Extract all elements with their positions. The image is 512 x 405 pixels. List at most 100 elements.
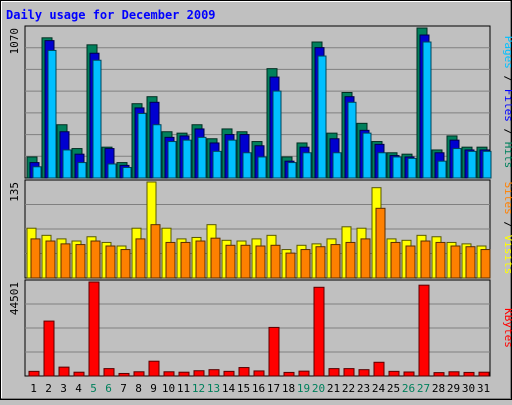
bar-sites-day-22 xyxy=(345,241,356,279)
bar-pages-day-14 xyxy=(227,139,237,179)
x-tick-label: 14 xyxy=(222,382,236,395)
bar-kbytes-day-15 xyxy=(238,367,250,377)
bar-sites-day-28 xyxy=(435,241,446,279)
bar-kbytes-day-12 xyxy=(193,370,205,377)
series-axis-label-part: Files xyxy=(502,89,512,122)
bar-pages-day-16 xyxy=(257,156,267,179)
series-axis-label-part: Sites xyxy=(502,182,512,215)
y-max-label: 44501 xyxy=(8,282,21,315)
bar-kbytes-day-14 xyxy=(223,370,235,377)
bar-pages-day-1 xyxy=(32,166,42,179)
bar-sites-day-19 xyxy=(300,249,311,279)
bar-kbytes-day-3 xyxy=(58,366,70,377)
bar-kbytes-day-28 xyxy=(433,372,445,377)
x-tick-label: 7 xyxy=(120,382,127,395)
chart-panels: 1070 Pages / Files / Hits 135 Sites / Visit… xyxy=(8,25,512,377)
x-tick-label: 10 xyxy=(162,382,175,395)
bar-pages-day-29 xyxy=(452,148,462,179)
bar-kbytes-day-23 xyxy=(358,369,370,377)
bar-pages-day-28 xyxy=(437,160,447,179)
series-axis-label-separator: / xyxy=(502,215,512,235)
bar-sites-day-24 xyxy=(375,207,386,279)
bar-kbytes-day-10 xyxy=(163,371,175,377)
series-axis-label: Pages / Files / Hits xyxy=(502,36,512,169)
bar-pages-day-9 xyxy=(152,124,162,179)
bar-pages-day-11 xyxy=(182,139,192,179)
bar-pages-day-20 xyxy=(317,55,327,179)
x-tick-label: 2 xyxy=(45,382,52,395)
x-tick-label: 13 xyxy=(207,382,220,395)
series-axis-label: KBytes xyxy=(502,308,512,348)
bar-pages-day-12 xyxy=(197,136,207,179)
x-tick-label: 16 xyxy=(252,382,265,395)
bar-pages-day-7 xyxy=(122,166,132,179)
bar-kbytes-day-13 xyxy=(208,369,220,377)
series-axis-label: Sites / Visits xyxy=(502,182,512,275)
bar-pages-day-19 xyxy=(302,152,312,179)
x-tick-label: 4 xyxy=(75,382,82,395)
x-tick-label: 29 xyxy=(447,382,460,395)
x-tick-label: 3 xyxy=(60,382,67,395)
x-tick-label: 28 xyxy=(432,382,445,395)
x-tick-label: 24 xyxy=(372,382,386,395)
bar-kbytes-day-22 xyxy=(343,368,355,377)
bar-sites-day-4 xyxy=(75,244,86,279)
y-max-label: 135 xyxy=(8,182,21,202)
x-tick-label: 5 xyxy=(90,382,97,395)
bar-sites-day-20 xyxy=(315,246,326,279)
bar-pages-day-17 xyxy=(272,90,282,179)
bar-pages-day-30 xyxy=(467,150,477,179)
bar-pages-day-15 xyxy=(242,152,252,179)
bar-kbytes-day-9 xyxy=(148,360,160,377)
x-tick-label: 18 xyxy=(282,382,295,395)
bar-kbytes-day-31 xyxy=(478,371,490,377)
bar-sites-day-26 xyxy=(405,245,416,279)
x-tick-label: 25 xyxy=(387,382,400,395)
bar-pages-day-27 xyxy=(422,41,432,179)
bar-kbytes-day-21 xyxy=(328,368,340,377)
series-axis-label-part: Visits xyxy=(502,235,512,275)
bar-kbytes-day-25 xyxy=(388,370,400,377)
bar-pages-day-26 xyxy=(407,157,417,179)
bar-sites-day-31 xyxy=(480,249,491,279)
series-axis-label-separator: / xyxy=(502,122,512,142)
bar-sites-day-23 xyxy=(360,238,371,279)
y-max-label: 1070 xyxy=(8,28,21,55)
bar-pages-day-6 xyxy=(107,163,117,179)
bar-pages-day-3 xyxy=(62,149,72,179)
bar-sites-day-3 xyxy=(60,243,71,279)
bar-sites-day-15 xyxy=(240,244,251,279)
bar-kbytes-day-7 xyxy=(118,372,130,377)
bar-sites-day-30 xyxy=(465,246,476,279)
bar-sites-day-27 xyxy=(420,240,431,279)
bar-kbytes-day-5 xyxy=(88,281,100,377)
bar-sites-day-10 xyxy=(165,241,176,279)
x-tick-label: 20 xyxy=(312,382,325,395)
bar-pages-day-2 xyxy=(47,49,57,179)
series-axis-label-part: KBytes xyxy=(502,308,512,348)
panel-2: 135 Sites / Visits xyxy=(8,179,512,279)
x-tick-label: 27 xyxy=(417,382,430,395)
bar-kbytes-day-1 xyxy=(28,370,40,377)
bar-kbytes-day-8 xyxy=(133,371,145,377)
bar-sites-day-18 xyxy=(285,252,296,279)
bar-kbytes-day-27 xyxy=(418,284,430,377)
panel-1: 1070 Pages / Files / Hits xyxy=(8,25,512,179)
series-axis-label-separator: / xyxy=(502,69,512,89)
bar-kbytes-day-24 xyxy=(373,361,385,377)
bar-pages-day-18 xyxy=(287,162,297,179)
bar-kbytes-day-11 xyxy=(178,371,190,377)
bar-sites-day-9 xyxy=(150,224,161,279)
bar-kbytes-day-2 xyxy=(43,320,55,377)
bar-kbytes-day-20 xyxy=(313,286,325,377)
bar-sites-day-25 xyxy=(390,241,401,279)
bar-pages-day-23 xyxy=(362,132,372,179)
x-tick-label: 6 xyxy=(105,382,112,395)
bar-kbytes-day-16 xyxy=(253,370,265,377)
bar-sites-day-17 xyxy=(270,244,281,279)
bar-pages-day-21 xyxy=(332,152,342,179)
x-tick-label: 12 xyxy=(192,382,205,395)
x-tick-label: 15 xyxy=(237,382,250,395)
series-axis-label-part: Pages xyxy=(502,36,512,69)
